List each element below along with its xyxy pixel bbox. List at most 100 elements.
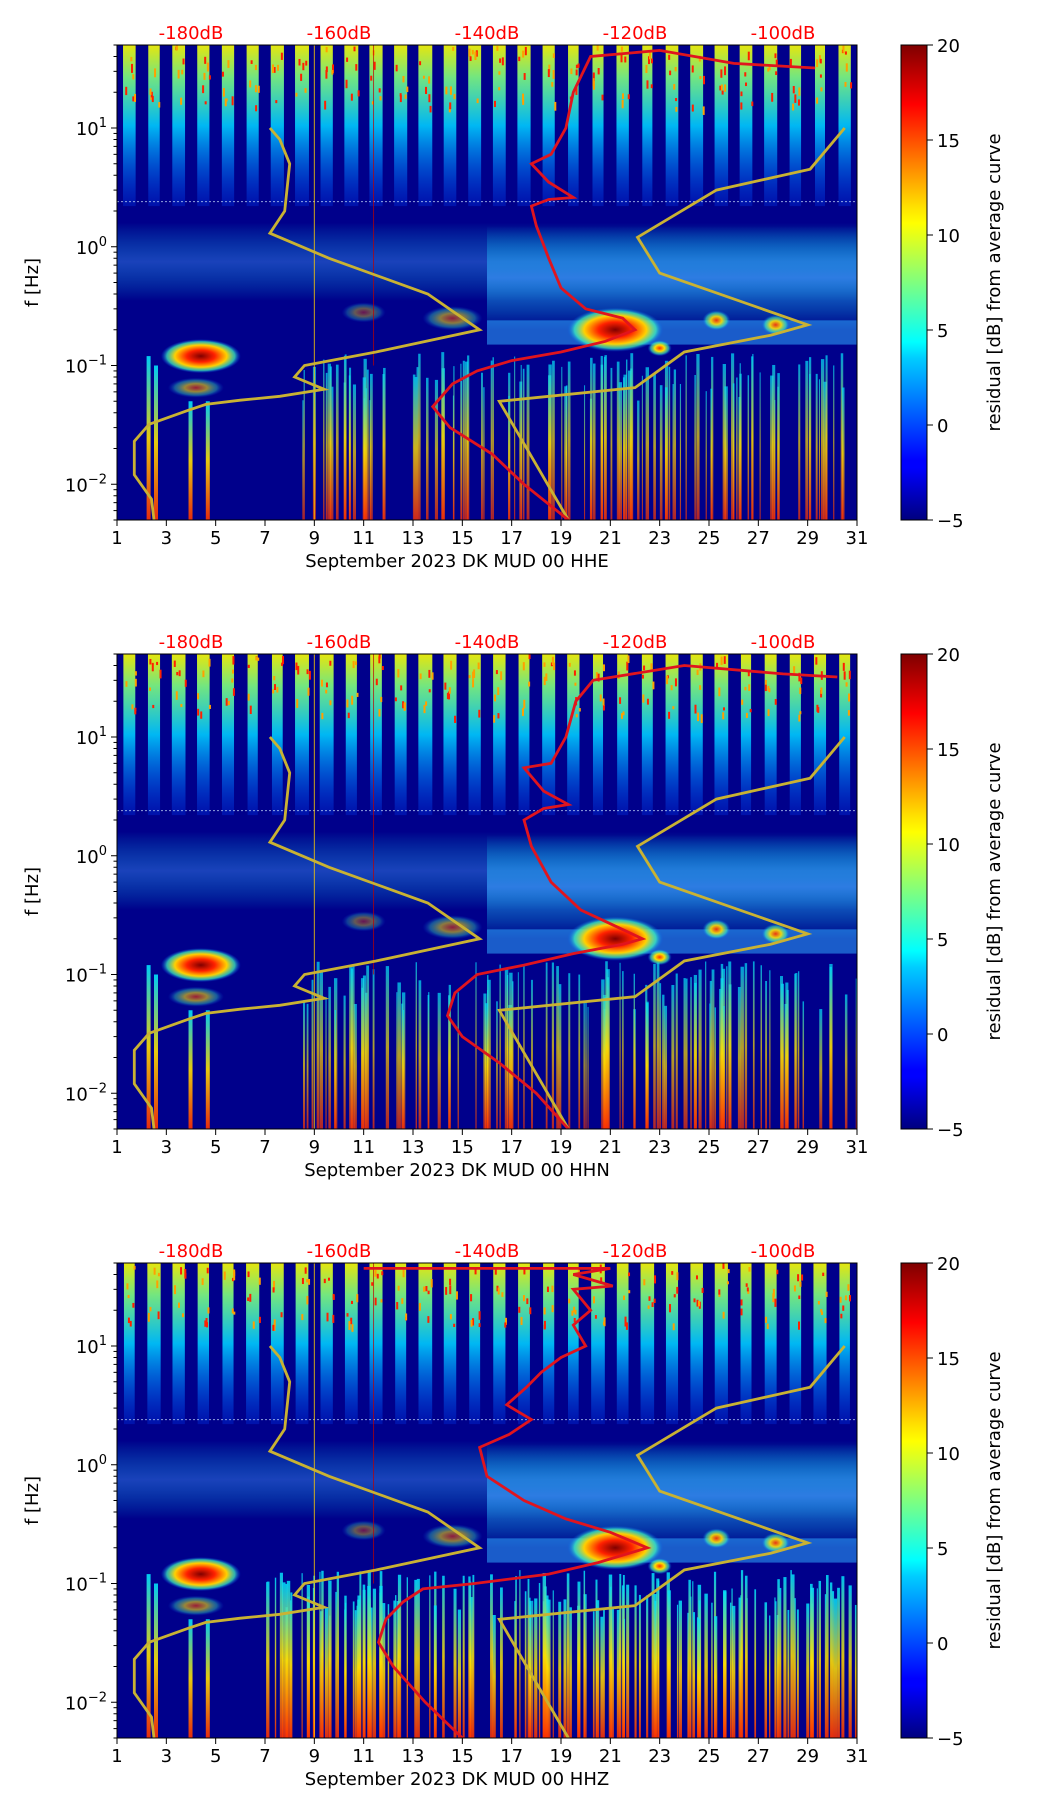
transient-spike — [558, 984, 562, 1129]
daily-stripe — [443, 1263, 457, 1425]
transient-spike — [592, 1611, 595, 1738]
speckle — [134, 93, 137, 102]
x-tick-label: 21 — [599, 1746, 622, 1767]
x-tick-label: 15 — [451, 1137, 474, 1158]
speckle — [727, 1269, 730, 1274]
transient-spike — [545, 962, 548, 1129]
transient-spike — [796, 1609, 799, 1738]
speckle — [815, 657, 818, 665]
transient-spike — [794, 973, 796, 1129]
speckle — [575, 69, 578, 76]
transient-spike — [740, 966, 744, 1129]
daily-stripe — [443, 654, 457, 816]
transient-spike — [552, 360, 555, 520]
high-noise-model-curve — [496, 736, 846, 1129]
transient-spike — [794, 1598, 796, 1738]
daily-stripe — [197, 1263, 210, 1425]
daily-stripe — [295, 1263, 309, 1425]
speckle — [132, 1302, 135, 1308]
transient-spike — [698, 969, 702, 1129]
x-tick-label: 1 — [111, 1137, 122, 1158]
speckle — [672, 706, 675, 710]
speckle — [231, 1308, 234, 1314]
speckle — [423, 1286, 426, 1292]
speckle — [819, 74, 822, 78]
speckle — [222, 88, 225, 97]
speckle — [521, 708, 524, 716]
transient-spike — [600, 355, 603, 520]
daily-stripe — [839, 654, 851, 816]
speckle — [399, 93, 402, 97]
speckle — [149, 1306, 152, 1312]
x-tick-label: 23 — [648, 1137, 671, 1158]
transient-spike — [714, 1007, 716, 1129]
x-tick-label: 23 — [648, 1746, 671, 1767]
speckle — [622, 711, 625, 716]
speckle — [206, 1267, 209, 1274]
transient-spike — [692, 1581, 694, 1738]
speckle — [741, 699, 744, 705]
speckle — [501, 1292, 504, 1297]
transient-spike — [301, 1573, 303, 1738]
speckle — [628, 1272, 631, 1277]
daily-stripe — [320, 45, 333, 207]
speckle — [320, 679, 323, 687]
transient-spike — [416, 367, 419, 520]
speckle — [641, 674, 644, 679]
speckle — [177, 69, 180, 79]
transient-spike — [802, 1001, 805, 1129]
x-tick-label: 17 — [500, 1746, 523, 1767]
speckle — [449, 86, 452, 95]
transient-spike — [551, 962, 554, 1129]
transient-spike — [403, 1010, 405, 1129]
speckle — [592, 72, 595, 82]
transient-spike — [328, 986, 331, 1129]
speckle — [675, 106, 678, 112]
speckle — [274, 684, 277, 690]
transient-spike — [427, 994, 430, 1129]
transient-spike — [601, 979, 605, 1129]
colorbar: 20 15 10 5 0 −5 residual [dB] from average cur… — [900, 36, 1005, 532]
speckle — [428, 669, 431, 678]
daily-stripe — [665, 1263, 679, 1425]
speckle — [321, 712, 324, 720]
transient-spike — [722, 364, 726, 520]
speckle — [132, 74, 135, 80]
transient-spike — [414, 377, 418, 520]
speckle — [747, 51, 750, 61]
speckle — [221, 71, 224, 77]
speckle — [304, 88, 307, 93]
transient-spike — [499, 964, 501, 1129]
speckle — [801, 1274, 804, 1281]
transient-spike — [696, 353, 700, 520]
speckle — [300, 73, 303, 81]
speckle — [375, 678, 378, 686]
y-axis-label: f [Hz] — [22, 867, 43, 916]
speckle — [306, 669, 309, 675]
transient-spike — [590, 357, 593, 520]
speckle — [247, 1271, 250, 1278]
transient-spike — [343, 995, 346, 1129]
speckle — [702, 75, 705, 85]
transient-spike — [362, 975, 366, 1129]
speckle — [620, 53, 623, 63]
speckle — [202, 85, 205, 94]
speckle — [673, 84, 676, 90]
transient-spike — [606, 969, 610, 1129]
transient-spike — [810, 1583, 813, 1738]
speckle — [374, 1270, 377, 1277]
y-tick-label: 100 — [76, 1453, 107, 1477]
transient-spike — [667, 1590, 671, 1738]
y-tick-label: 10−1 — [65, 963, 107, 987]
db-axis-label: -160dB — [307, 1241, 372, 1262]
speckle — [371, 101, 374, 105]
transient-spike — [460, 363, 462, 520]
daily-stripe — [197, 45, 210, 207]
db-axis-label: -120dB — [603, 23, 668, 44]
event-blob-day14 — [422, 306, 483, 331]
speckle — [546, 1286, 549, 1293]
transient-spike — [547, 1599, 551, 1738]
transient-spike — [711, 969, 715, 1129]
colorbar-tick-label: 0 — [937, 416, 948, 437]
transient-spike — [372, 969, 375, 1129]
